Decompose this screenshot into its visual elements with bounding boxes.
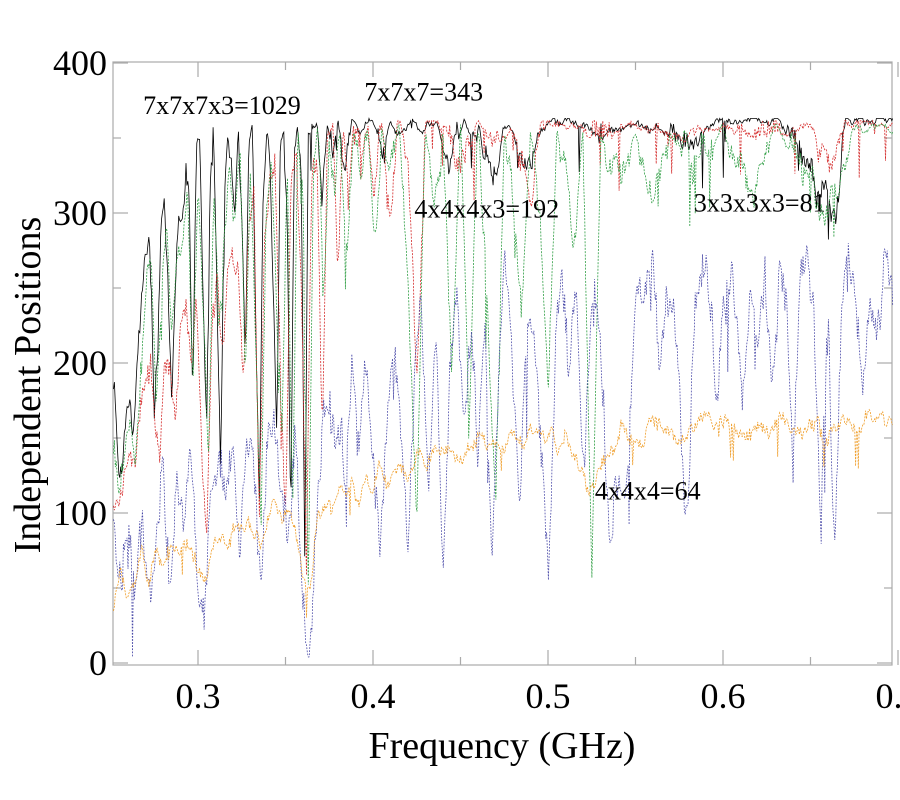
y-tick-label: 200 bbox=[53, 343, 107, 383]
x-axis-title: Frequency (GHz) bbox=[369, 725, 636, 767]
series-3x3x3x3-path bbox=[113, 242, 894, 658]
y-axis-title: Independent Positions bbox=[7, 217, 49, 554]
x-tick-label: 0.3 bbox=[176, 676, 221, 716]
series-label-3x3x3x3: 3x3x3x3=81 bbox=[694, 189, 826, 218]
series-label-7x7x7: 7x7x7=343 bbox=[364, 78, 483, 107]
y-tick-label: 300 bbox=[53, 193, 107, 233]
y-tick-label: 400 bbox=[53, 43, 107, 83]
x-tick-label: 0.6 bbox=[701, 676, 746, 716]
series-4x4x4-path bbox=[113, 408, 894, 618]
plot-frame bbox=[112, 61, 893, 666]
x-tick-label: 0.5 bbox=[526, 676, 571, 716]
x-tick-label: 0.4 bbox=[351, 676, 396, 716]
series-label-7x7x7x3: 7x7x7x3=1029 bbox=[143, 91, 301, 120]
chart-dynamic-layer: 0.3 0.4 0.5 0.6 0.7 0 100 200 300 400 bbox=[53, 43, 900, 716]
series-7x7x7-path bbox=[113, 119, 893, 576]
x-tick-label: 0.7 bbox=[876, 676, 900, 716]
series-7x7x7x3-path bbox=[113, 117, 894, 557]
series-label-4x4x4x3: 4x4x4x3=192 bbox=[414, 195, 559, 224]
series-label-4x4x4: 4x4x4=64 bbox=[595, 477, 701, 506]
y-tick-label: 100 bbox=[53, 493, 107, 533]
y-tick-label: 0 bbox=[89, 643, 107, 683]
